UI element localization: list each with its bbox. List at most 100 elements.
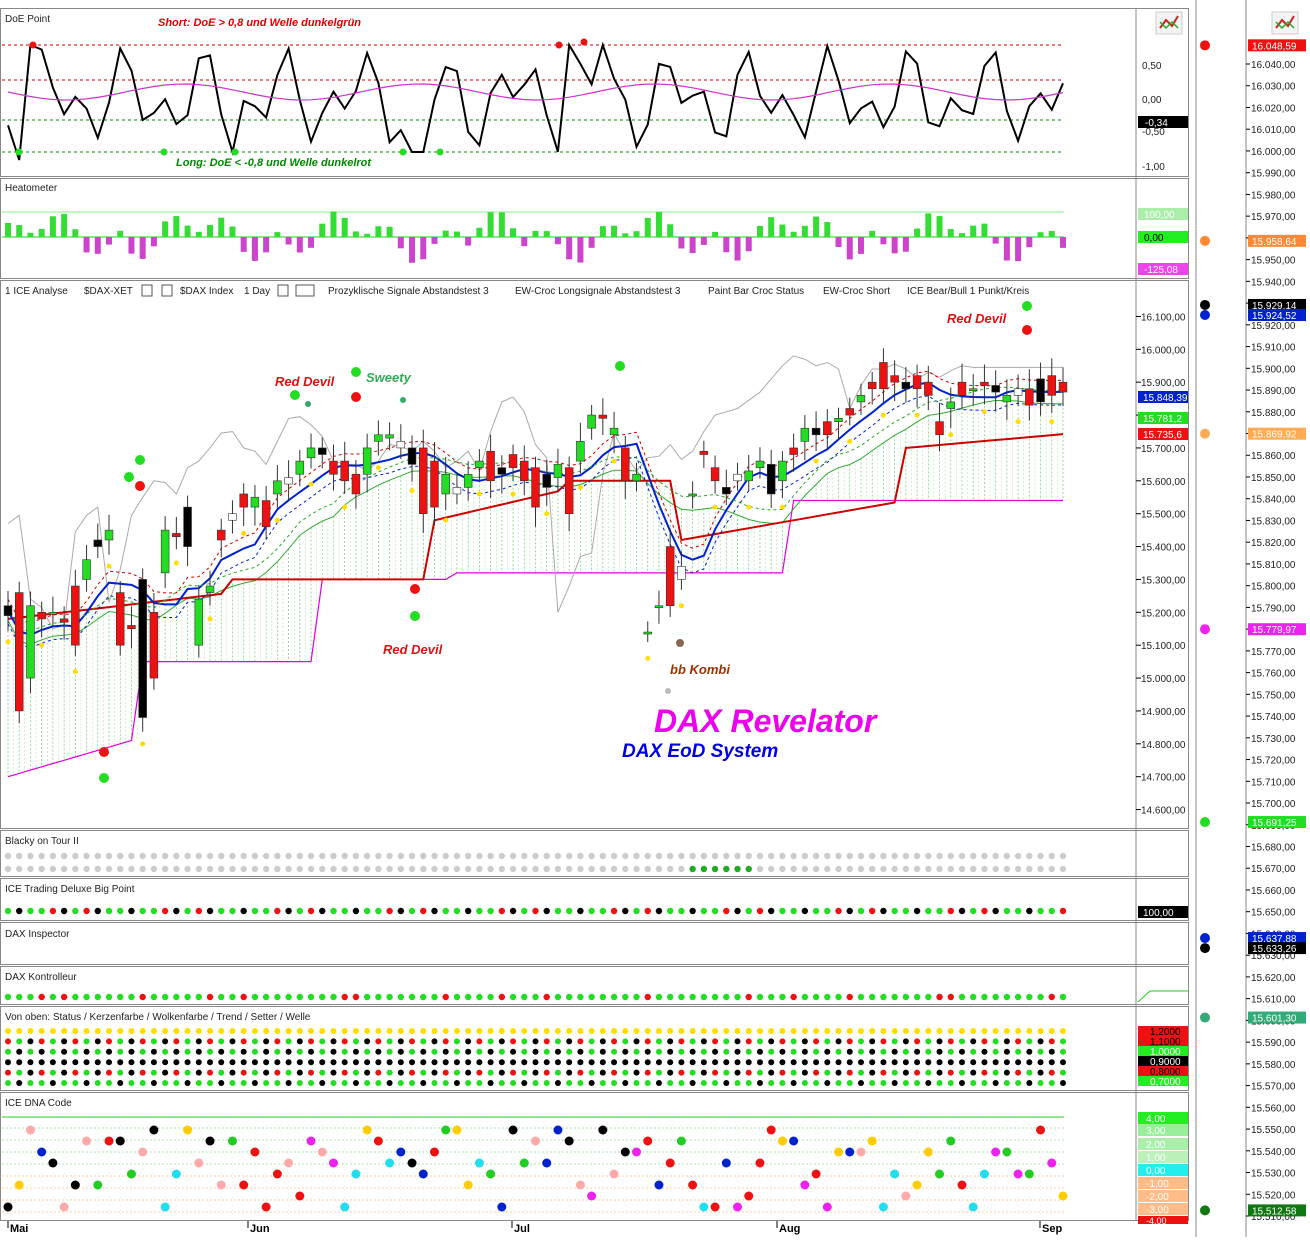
indicator-dot [543, 1059, 550, 1066]
indicator-dot [745, 1048, 752, 1055]
indicator-dot [229, 1059, 236, 1066]
toolbar-interval-dropdown[interactable] [277, 284, 289, 297]
indicator-dot [532, 1038, 539, 1045]
indicator-dot [1037, 852, 1044, 860]
indicator-dot [117, 852, 124, 860]
toolbar-paintbar[interactable]: Paint Bar Croc Status [708, 286, 804, 297]
signal-dot [99, 773, 109, 783]
axis-tick-label: 15.830,00 [1251, 516, 1296, 527]
indicator-dot [431, 1028, 438, 1034]
candle [621, 447, 630, 482]
dna-dot [766, 1125, 776, 1135]
heat-bar [577, 237, 584, 263]
indicator-dot [1003, 1059, 1010, 1066]
indicator-dot [790, 993, 797, 1001]
candle [879, 362, 888, 390]
candle [542, 473, 551, 488]
heat-bar [1003, 237, 1010, 261]
indicator-dot [869, 1069, 876, 1076]
marker-box [1248, 1011, 1306, 1024]
toolbar-symbol[interactable]: $DAX-XET [84, 286, 133, 297]
indicator-dot [521, 1059, 528, 1066]
indicator-dot [925, 1048, 932, 1055]
indicator-dot [700, 1069, 707, 1076]
indicator-dot [835, 993, 842, 1001]
indicator-dot [453, 852, 461, 860]
toolbar-analysis[interactable]: 1 ICE Analyse [5, 286, 68, 297]
indicator-dot [689, 852, 696, 860]
price-label-red: 15.735,6 [1143, 430, 1182, 441]
indicator-dot [38, 852, 45, 860]
indicator-dot [60, 865, 68, 873]
axis-tick-label: 16.040,00 [1251, 60, 1296, 71]
indicator-dot [5, 1059, 11, 1066]
indicator-dot [588, 1059, 595, 1066]
indicator-dot [891, 993, 898, 1001]
heat-bar [38, 228, 45, 237]
indicator-dot [947, 852, 954, 860]
toolbar-bearbull[interactable]: ICE Bear/Bull 1 Punkt/Kreis [907, 286, 1029, 297]
indicator-dot [251, 1038, 258, 1045]
dna-dot [93, 1180, 103, 1190]
indicator-dot [554, 907, 562, 915]
heat-bar [779, 224, 786, 237]
chart-tool-icon[interactable] [1155, 11, 1183, 35]
heat-bar [914, 228, 921, 237]
indicator-dot [599, 907, 607, 915]
indicator-dot [813, 1028, 820, 1034]
toolbar-index[interactable]: $DAX Index [180, 286, 233, 297]
indicator-dot [779, 1028, 786, 1034]
indicator-dot [824, 907, 831, 915]
price-label-green: 15.781,2 [1143, 414, 1182, 425]
toolbar-ewcroc-long[interactable]: EW-Croc Longsignale Abstandstest 3 [515, 286, 681, 297]
dna-dot [856, 1147, 866, 1157]
indicator-dot [1048, 1028, 1055, 1034]
toolbar-range-dropdown[interactable] [295, 284, 315, 297]
indicator-dot [1003, 1069, 1010, 1076]
dna-level: 2,00 [1146, 1140, 1166, 1151]
dna-dot [497, 1202, 507, 1212]
indicator-dot [218, 1048, 225, 1055]
indicator-dot [543, 1048, 550, 1055]
toolbar-interval[interactable]: 1 Day [244, 286, 270, 297]
indicator-dot [5, 1028, 11, 1034]
toolbar-symbol-dropdown[interactable] [141, 284, 153, 297]
toolbar-prozyklisch[interactable]: Prozyklische Signale Abstandstest 3 [328, 286, 489, 297]
candle [912, 375, 922, 390]
indicator-dot [94, 1080, 101, 1086]
indicator-dot [565, 993, 573, 1001]
chart-tool-icon[interactable] [1271, 11, 1299, 35]
indicator-dot [150, 1028, 157, 1034]
indicator-dot [128, 993, 135, 1001]
indicator-dot [83, 1080, 90, 1086]
indicator-dot [622, 993, 629, 1001]
candles [3, 348, 1068, 732]
indicator-dot [970, 1069, 977, 1076]
indicator-dot [813, 1038, 820, 1045]
indicator-dot [667, 1038, 674, 1045]
indicator-dot [218, 907, 225, 915]
candle [744, 470, 753, 482]
price-tick-label: 16.000,00 [1141, 345, 1186, 356]
indicator-dot [207, 1059, 214, 1066]
dna-dot [654, 1180, 664, 1190]
toolbar-ewcroc-short[interactable]: EW-Croc Short [823, 286, 890, 297]
indicator-dot [958, 1028, 965, 1034]
indicator-dot [812, 907, 820, 915]
indicator-dot [824, 852, 831, 860]
indicator-dot [756, 1038, 763, 1045]
indicator-dot [274, 993, 281, 1001]
indicator-dot [464, 993, 472, 1001]
indicator-dot [319, 1069, 326, 1076]
indicator-dot [599, 1059, 606, 1066]
axis-tick-label: 15.510,00 [1251, 1212, 1296, 1223]
indicator-dot [745, 993, 752, 1001]
indicator-dot [61, 1059, 68, 1066]
toolbar-index-toggle[interactable] [161, 284, 173, 297]
axis-tick-label: 15.800,00 [1251, 582, 1296, 593]
indicator-dot [408, 907, 416, 915]
heat-bar [229, 226, 236, 237]
heat-bar [397, 237, 404, 249]
candle [127, 625, 136, 630]
dna-dot [508, 1125, 518, 1135]
